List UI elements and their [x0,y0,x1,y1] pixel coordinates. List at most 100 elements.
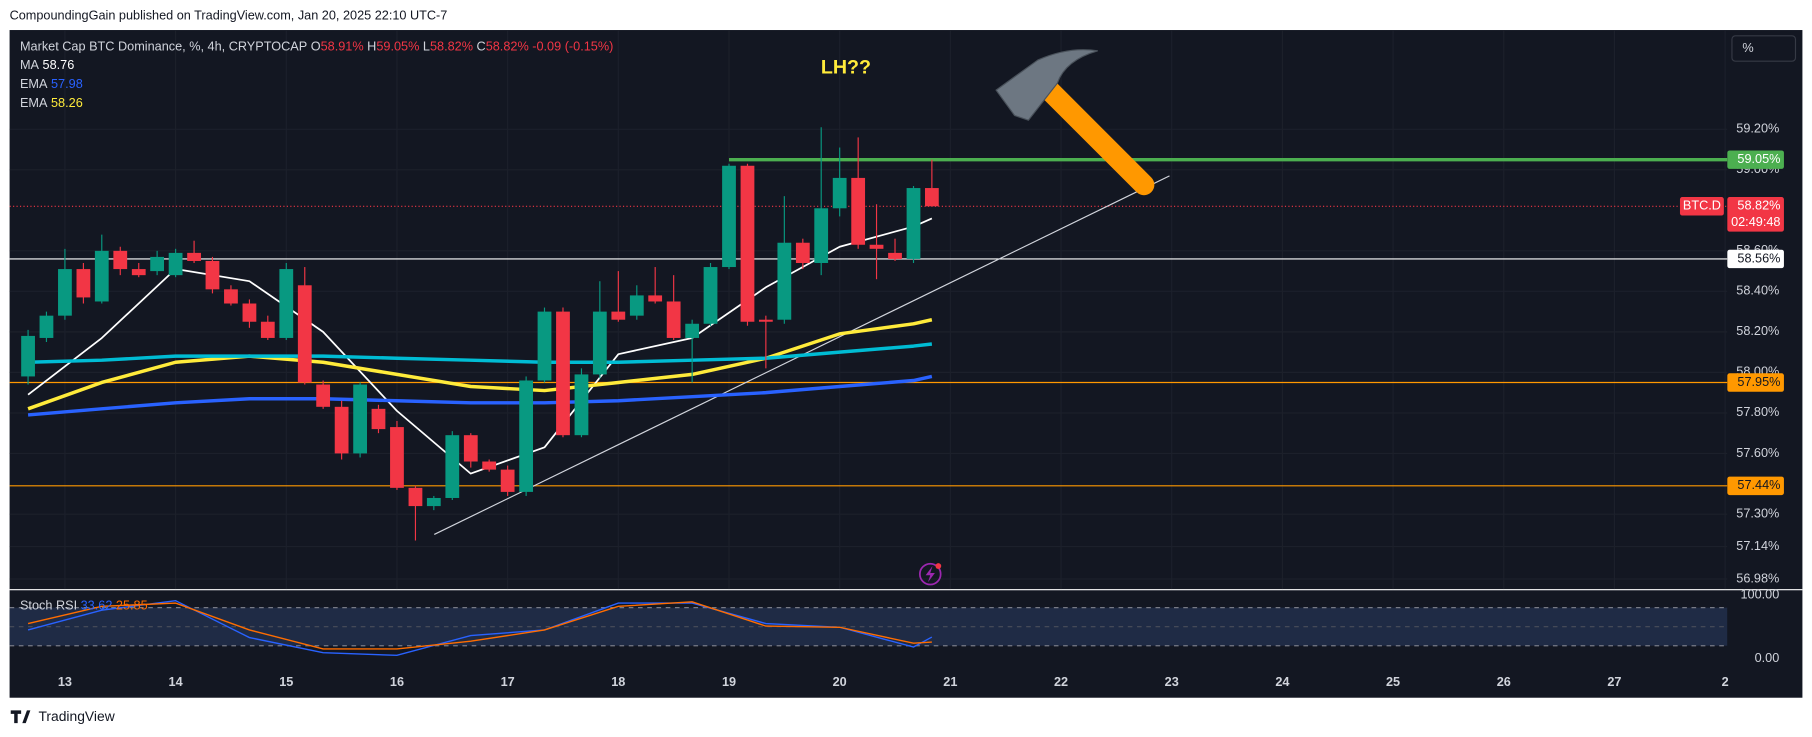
candle-body [574,374,589,436]
candle-body [629,295,644,316]
ohlc-value: 58.82% [486,40,529,54]
candle-body [94,250,109,302]
candle-body [168,252,183,276]
candle-body [722,165,736,268]
candle-body [777,242,792,320]
stoch-legend: Stoch RSI 33.62 25.85 [20,599,148,613]
legend-entry: EMA 57.98 [20,77,83,91]
candle-body [371,408,386,430]
candle-body [390,427,404,488]
x-tick-label: 15 [279,675,293,689]
x-tick-label: 27 [1607,675,1621,689]
legend-entry: MA 58.76 [20,58,74,72]
ohlc-key: C [477,40,486,54]
x-tick-label: 16 [390,675,404,689]
candle-body [21,335,35,377]
candle-body [205,260,220,290]
symbol-tag: BTC.D [1683,199,1721,213]
candle-body [703,267,718,324]
candle-body [519,380,534,492]
price-tag: 58.82% [1737,199,1780,213]
overlay-line [28,342,933,364]
stoch-name: Stoch RSI [20,599,77,613]
candle-body [353,384,367,454]
stoch-line [27,601,932,650]
annotation: LH?? [821,56,871,78]
y-tick-label: 58.20% [1736,324,1779,338]
candle-body [297,285,312,383]
candle-body [869,244,884,249]
x-tick-label: 19 [722,675,736,689]
x-tick-label: 17 [501,675,515,689]
ohlc-key: H [367,40,376,54]
candle-body [242,303,257,322]
legend-value: 58.76 [43,58,75,72]
y-tick-label: 57.80% [1736,405,1779,419]
ohlc-value: 58.82% [430,40,473,54]
candle-body [113,250,128,270]
candle-body [814,208,829,263]
legend-name: MA [20,58,40,72]
y-tick-label: 58.40% [1736,284,1779,298]
x-tick-label: 25 [1386,675,1400,689]
ohlc-key: O [311,40,321,54]
candle-body [906,188,921,259]
overlay-line [27,318,933,411]
candle-body [556,311,570,436]
x-tick-label: 14 [169,675,183,689]
overlay-line [27,374,933,417]
y-tick-label: 56.98% [1736,571,1779,585]
candle-body [131,269,146,276]
countdown: 02:49:48 [1731,215,1780,229]
chart-background [9,30,1803,698]
x-tick-label: 24 [1275,675,1289,689]
x-tick-label: 26 [1497,675,1511,689]
ohlc-value: 58.91% [321,40,364,54]
candle-body [150,256,165,272]
candle-body [316,384,331,407]
footer-brand: TradingView [38,708,115,724]
x-tick-label: 21 [943,675,957,689]
candle-body [426,497,441,507]
lightning-icon [918,562,942,586]
level-tag: 59.05% [1737,152,1780,166]
ohlc-value: 59.05% [376,40,419,54]
stoch-value: 33.62 [81,599,113,613]
x-tick-label: 13 [58,675,72,689]
legend-name: EMA [20,77,48,91]
candle-body [537,311,552,381]
candle-body [888,252,902,259]
legend-entry: EMA 58.26 [20,96,83,110]
candle-body [187,252,201,261]
candle-body [851,177,866,245]
level-tag: 57.44% [1737,478,1780,492]
x-tick-label: 20 [833,675,847,689]
y-tick-label: 57.14% [1736,539,1779,553]
level-tag-bg [1727,249,1784,269]
band-fill [9,607,1728,646]
y-tick-label: 57.60% [1736,446,1779,460]
unit-button-label[interactable]: % [1742,41,1753,55]
candle-body [685,323,700,338]
stoch-value: 25.85 [116,599,148,613]
price-tag-bg [1727,197,1784,232]
candle-body [260,321,275,338]
change: -0.09 (-0.15%) [532,40,613,54]
candle-body [666,301,681,338]
level-tag-bg [1727,373,1784,392]
title: Market Cap BTC Dominance, %, 4h, CRYPTOC… [20,40,307,54]
candle-body [500,469,515,492]
candle-body [58,269,72,316]
legend-name: EMA [20,96,48,110]
y-tick-label: 57.30% [1736,507,1779,521]
attribution: CompoundingGain published on TradingView… [10,9,448,23]
candle-body [611,311,626,320]
candle-body [224,289,238,304]
footer-logo [10,710,31,724]
candle-body [334,406,349,454]
legend-title: Market Cap BTC Dominance, %, 4h, CRYPTOC… [20,40,613,54]
ohlc-key: L [423,40,430,54]
unit-button[interactable] [1731,35,1797,62]
